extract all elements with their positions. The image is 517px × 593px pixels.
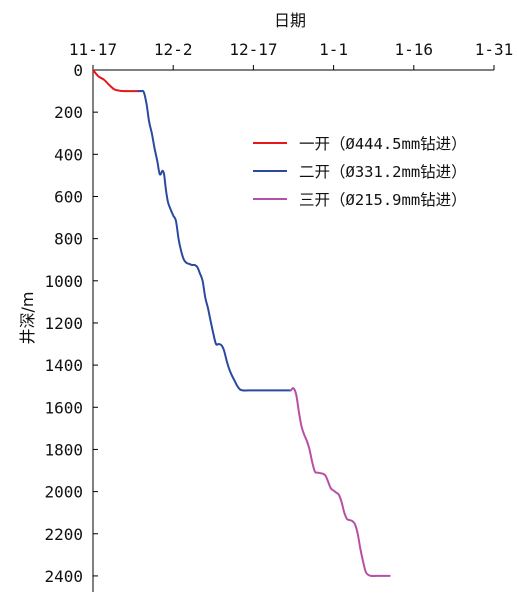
y-tick-label: 1600: [44, 398, 83, 417]
y-tick-label: 1400: [44, 356, 83, 375]
legend-label-2: 二开（Ø331.2mm钻进）: [299, 163, 467, 181]
series-layer: [92, 69, 391, 577]
y-axis-title: 井深/m: [18, 292, 37, 345]
x-tick-label: 12-2: [154, 40, 193, 59]
y-tick-label: 1200: [44, 314, 83, 333]
y-tick-label: 0: [73, 61, 83, 80]
series-line-1: [92, 69, 140, 93]
y-tick-label: 200: [54, 103, 83, 122]
y-tick-label: 800: [54, 230, 83, 249]
x-tick-label: 11-17: [69, 40, 117, 59]
x-axis-title: 日期: [274, 11, 306, 30]
y-tick-label: 400: [54, 145, 83, 164]
legend: 一开（Ø444.5mm钻进） 二开（Ø331.2mm钻进） 三开（Ø215.9mm钻…: [253, 135, 467, 209]
x-axis: 11-17 12-2 12-17 1-1 1-16 1-31: [69, 40, 514, 71]
y-tick-label: 2000: [44, 483, 83, 502]
y-tick-label: 1000: [44, 272, 83, 291]
y-axis: 0 200 400 600 800 1000 1200 1400 1600 1800 2000 220…: [44, 61, 98, 592]
series-line-3: [289, 387, 391, 577]
y-tick-label: 600: [54, 187, 83, 206]
y-tick-label: 2200: [44, 525, 83, 544]
y-tick-label: 1800: [44, 440, 83, 459]
x-tick-label: 12-17: [229, 40, 277, 59]
x-tick-label: 1-31: [475, 40, 514, 59]
series-line-2: [137, 89, 292, 392]
legend-label-1: 一开（Ø444.5mm钻进）: [299, 135, 467, 153]
x-tick-label: 1-16: [395, 40, 434, 59]
x-tick-label: 1-1: [319, 40, 348, 59]
legend-label-3: 三开（Ø215.9mm钻进）: [299, 191, 467, 209]
y-tick-label: 2400: [44, 567, 83, 586]
